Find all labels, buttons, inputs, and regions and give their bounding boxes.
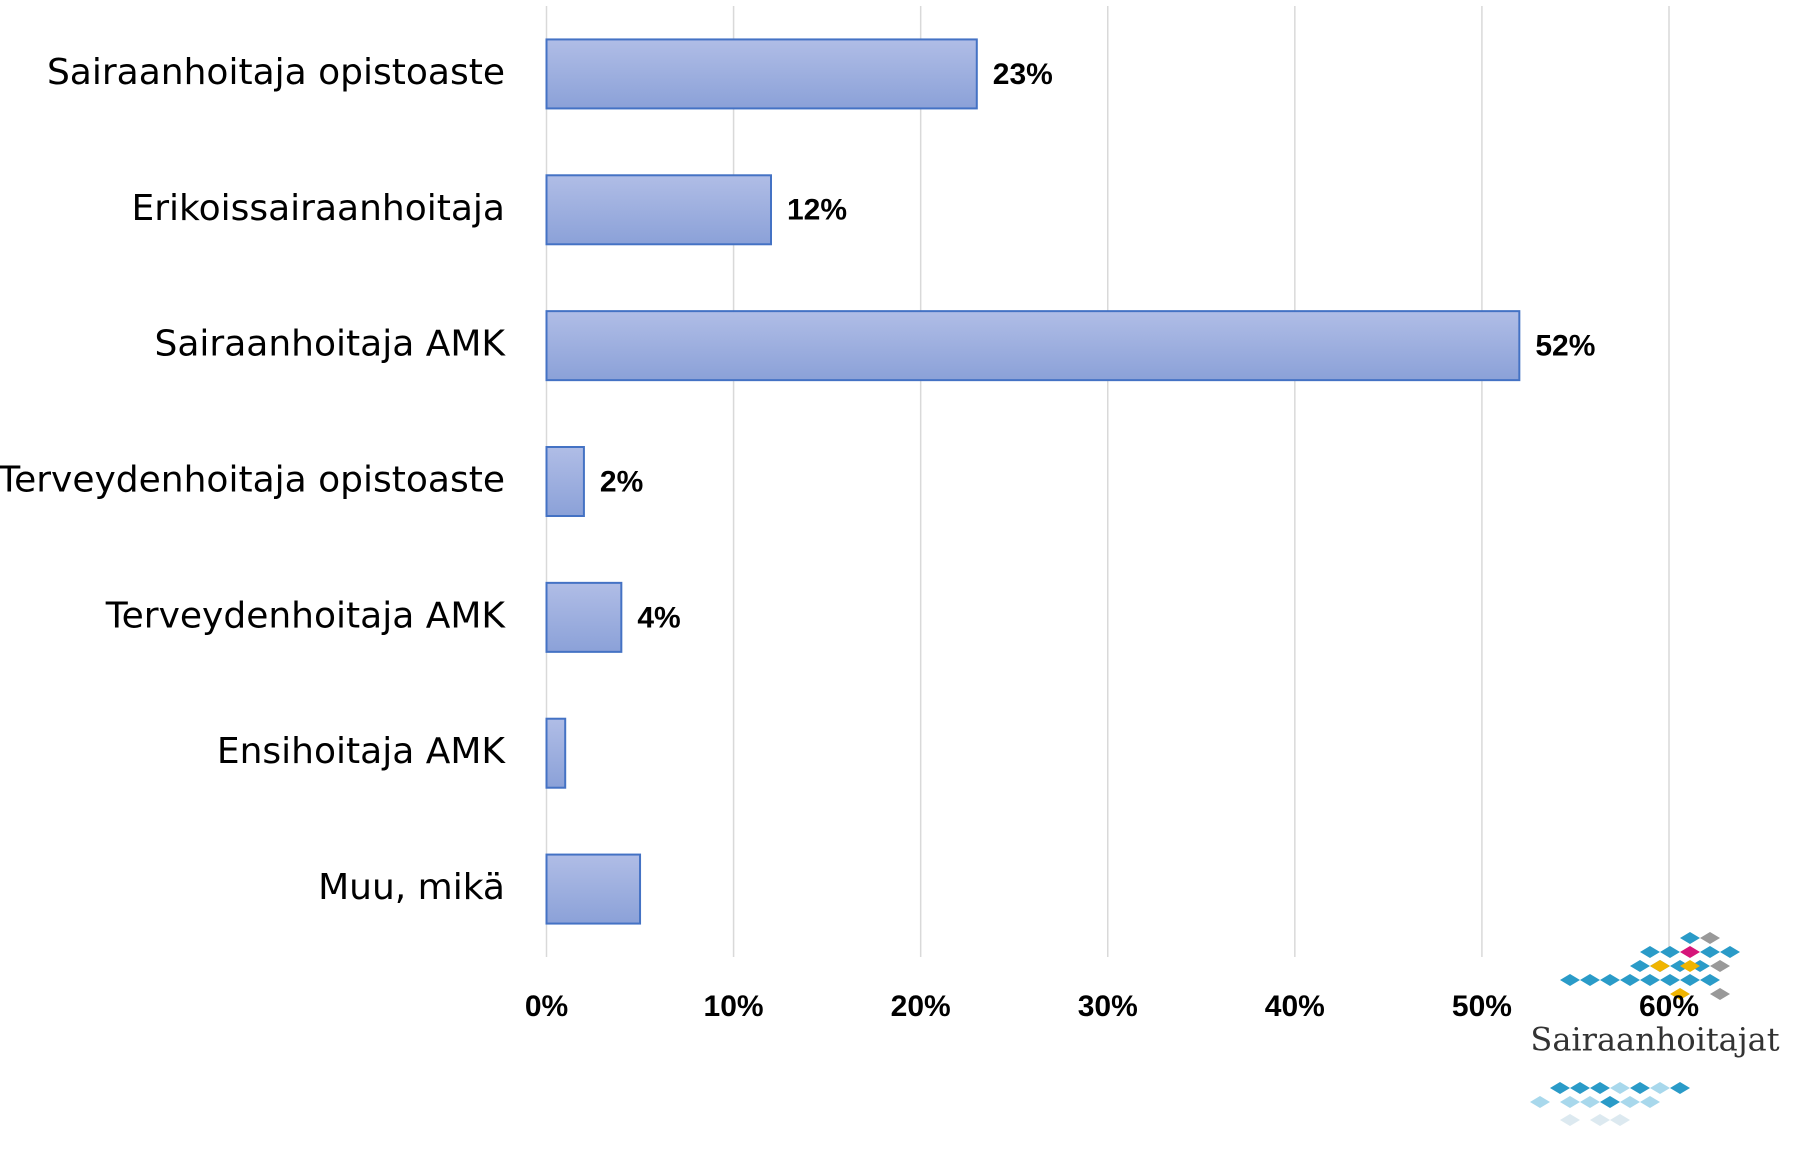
x-tick-label: 30% [1078,990,1138,1023]
grid [545,6,1670,957]
category-label: Muu, mikä [318,867,505,908]
bars [545,38,1521,925]
x-tick-label: 60% [1639,990,1699,1023]
value-label: 52% [1535,330,1595,363]
bar [545,446,585,517]
value-label: 12% [787,194,847,227]
x-tick-label: 50% [1452,990,1512,1023]
value-label: 2% [600,465,643,498]
category-label: Sairaanhoitaja opistoaste [47,52,505,93]
bar [545,310,1521,382]
logo-text: Sairaanhoitajat [1530,1021,1779,1059]
x-tick-label: 40% [1265,990,1325,1023]
bar [545,581,623,653]
value-label: 4% [637,601,680,634]
logo: Sairaanhoitajat [1530,932,1780,1126]
bar [545,174,772,246]
category-label: Sairaanhoitaja AMK [155,324,507,365]
category-label: Terveydenhoitaja opistoaste [0,460,505,501]
bar [545,853,642,925]
x-tick-label: 0% [525,990,568,1023]
x-tick-label: 10% [704,990,764,1023]
category-label: Erikoissairaanhoitaja [131,188,505,229]
x-tick-label: 20% [891,990,951,1023]
bar [545,717,567,789]
value-label: 23% [993,58,1053,91]
category-label: Terveydenhoitaja AMK [105,595,507,636]
category-label: Ensihoitaja AMK [217,731,507,772]
bar [545,38,978,110]
